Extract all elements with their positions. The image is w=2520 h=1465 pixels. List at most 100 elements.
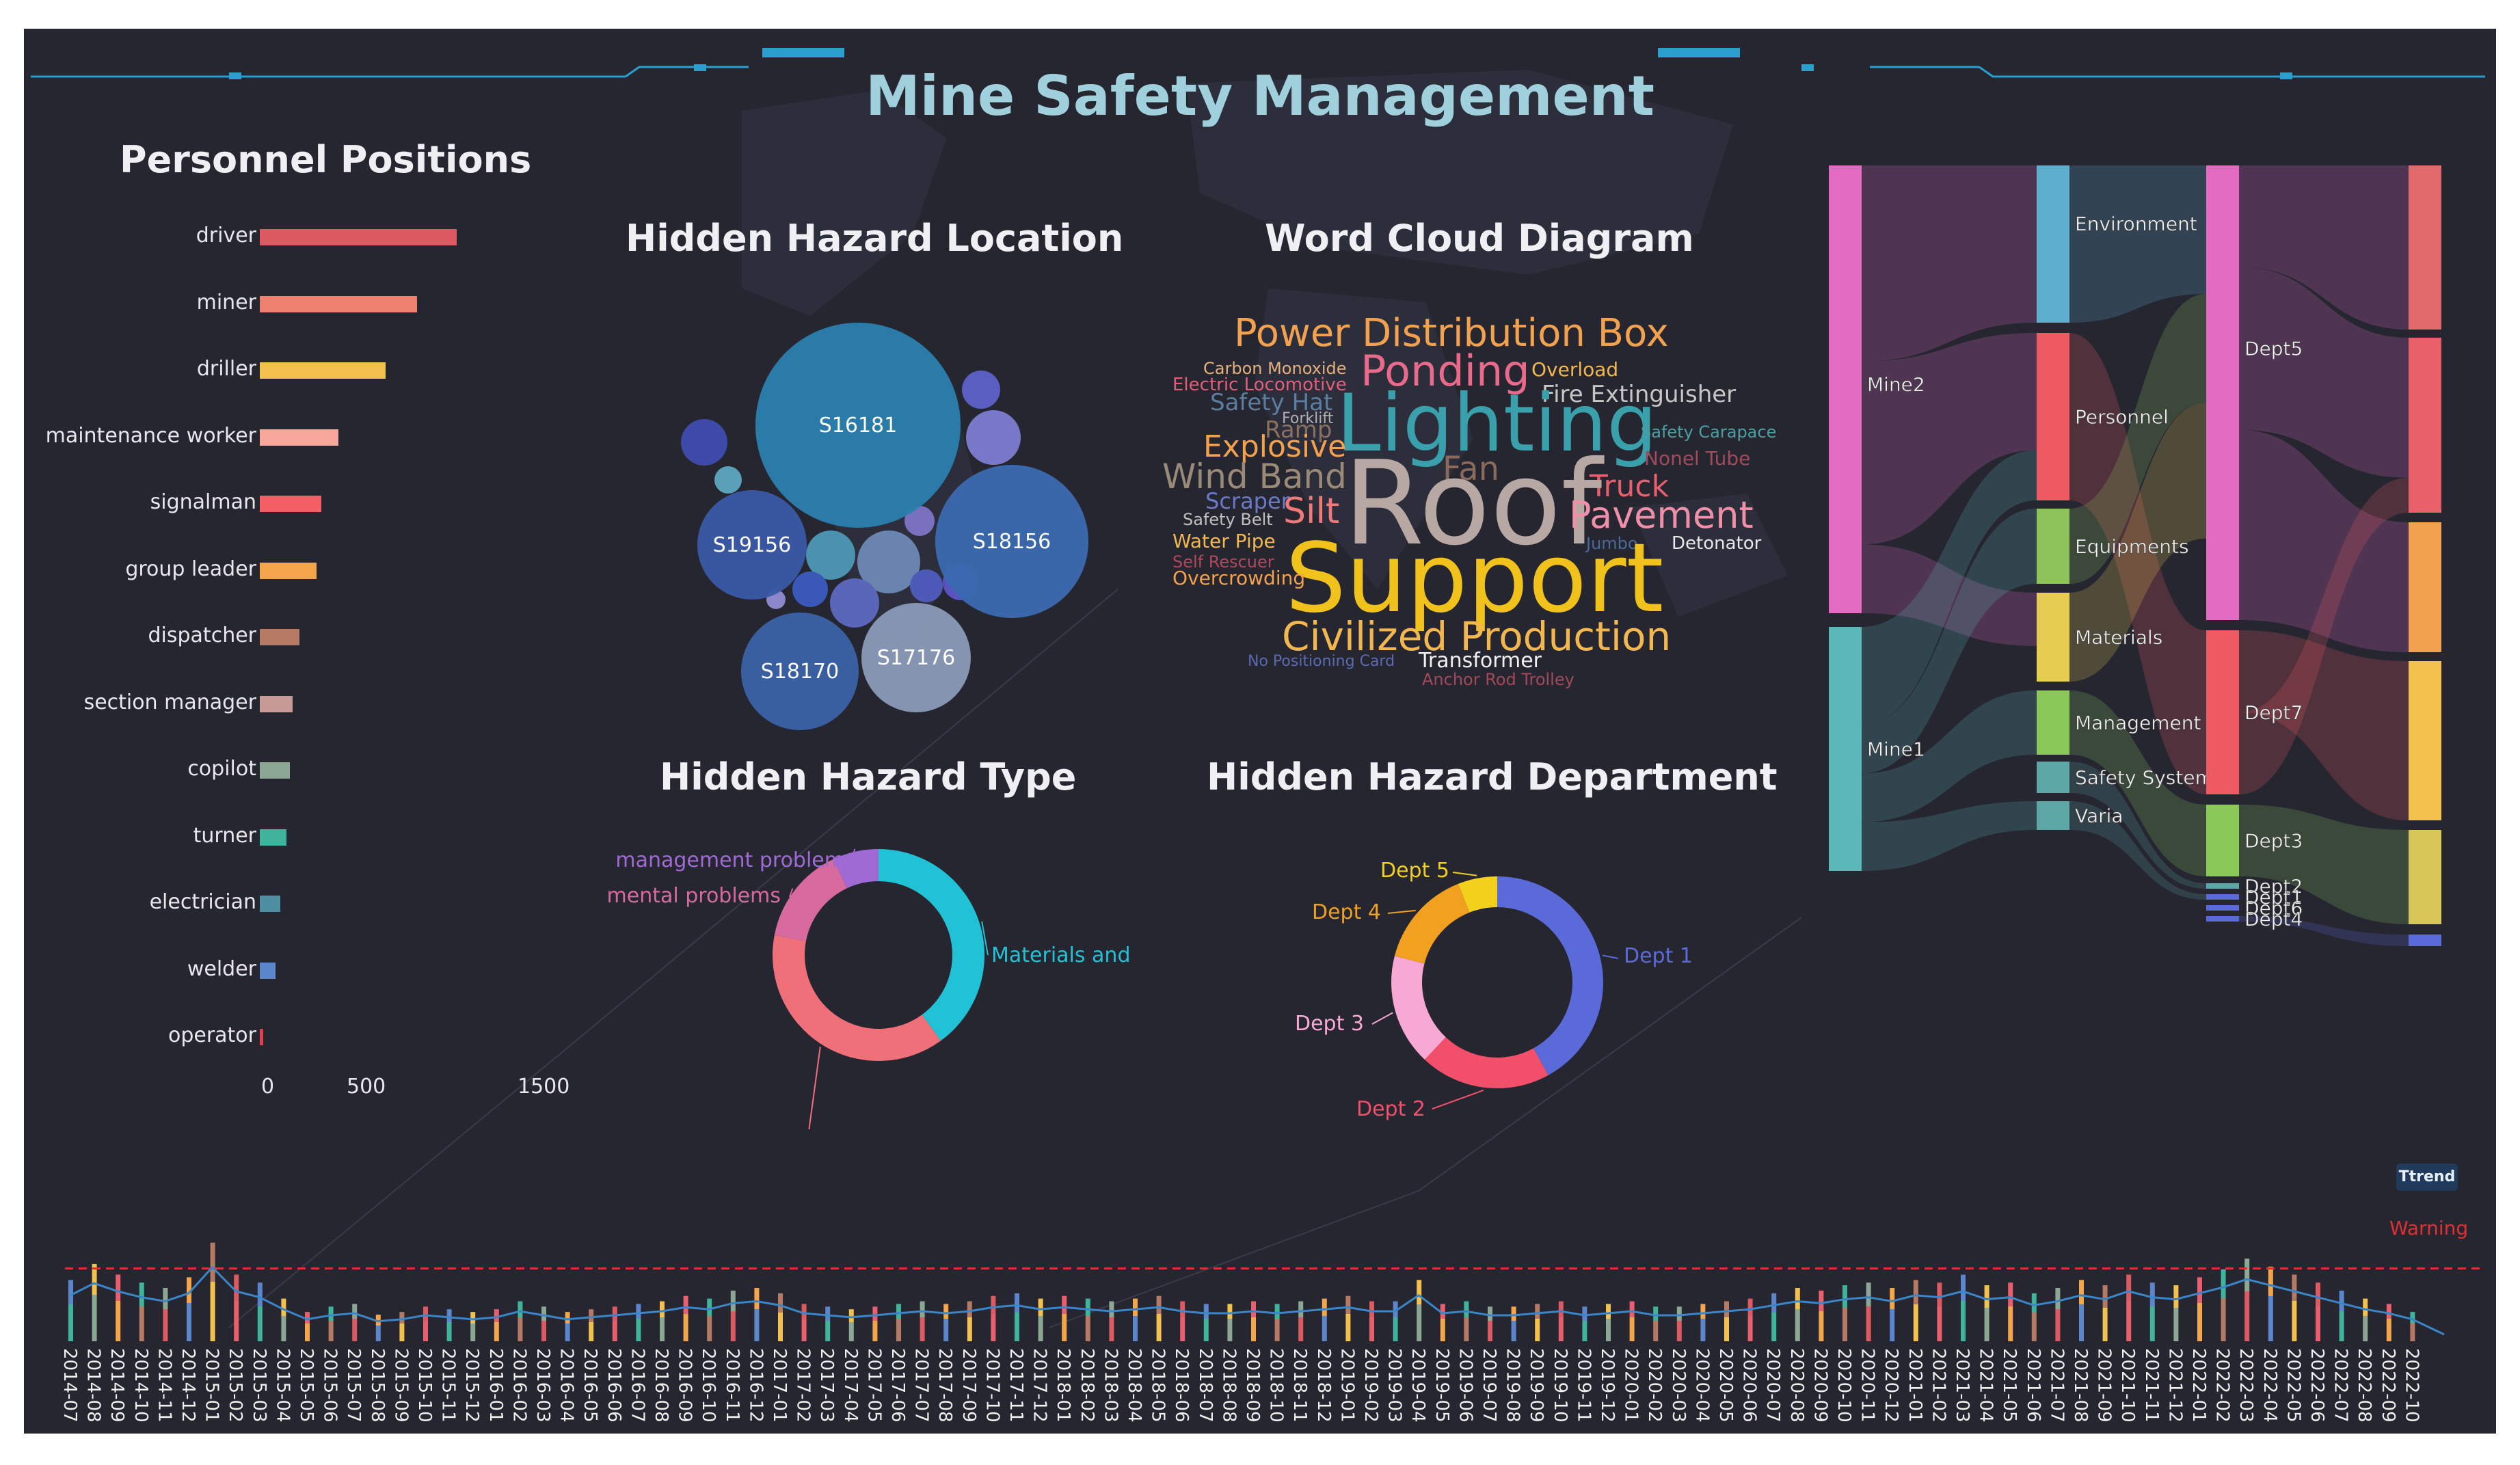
donut-slice[interactable] <box>773 935 941 1061</box>
trend-bar-segment[interactable] <box>754 1309 760 1341</box>
trend-bar[interactable] <box>494 1309 499 1322</box>
sankey-flow[interactable] <box>2239 630 2409 820</box>
trend-bar-segment[interactable] <box>1866 1306 1871 1341</box>
trend-bar[interactable] <box>1747 1298 1753 1316</box>
trend-bar-segment[interactable] <box>967 1317 972 1341</box>
word-cloud-word[interactable]: Safety Hat <box>1210 389 1333 416</box>
trend-bar[interactable] <box>1203 1304 1209 1319</box>
trend-bar-segment[interactable] <box>2173 1308 2179 1341</box>
trend-bar[interactable] <box>1369 1301 1374 1318</box>
sankey-node[interactable] <box>2037 509 2069 584</box>
trend-bar[interactable] <box>1133 1298 1138 1316</box>
trend-bar[interactable] <box>2149 1282 2155 1306</box>
personnel-bar[interactable] <box>260 362 386 379</box>
word-cloud-word[interactable]: Truck <box>1590 469 1670 504</box>
trend-bar[interactable] <box>801 1304 807 1319</box>
word-cloud-word[interactable]: Nonel Tube <box>1644 447 1751 470</box>
trend-bar[interactable] <box>187 1277 191 1303</box>
trend-bar-segment[interactable] <box>872 1321 878 1341</box>
trend-bar-segment[interactable] <box>1700 1319 1706 1341</box>
word-cloud-word[interactable]: Carbon Monoxide <box>1203 359 1347 378</box>
trend-bar[interactable] <box>1156 1295 1162 1314</box>
sankey-node[interactable] <box>2409 830 2441 924</box>
trend-bar[interactable] <box>2008 1282 2013 1306</box>
trend-bar-segment[interactable] <box>1653 1321 1659 1341</box>
bubble-small[interactable] <box>857 530 920 593</box>
trend-bar-segment[interactable] <box>1440 1319 1445 1341</box>
sankey-flow[interactable] <box>2239 805 2409 924</box>
trend-bar[interactable] <box>707 1298 712 1316</box>
trend-bar[interactable] <box>1842 1285 1847 1308</box>
trend-bar[interactable] <box>636 1304 641 1319</box>
sankey-flow[interactable] <box>2239 477 2409 794</box>
trend-bar[interactable] <box>1109 1301 1114 1318</box>
donut-slice[interactable] <box>1497 876 1603 1075</box>
word-cloud-word[interactable]: Scraper <box>1205 488 1290 514</box>
trend-bar[interactable] <box>1393 1301 1398 1318</box>
trend-bar-segment[interactable] <box>375 1326 381 1341</box>
trend-bar-segment[interactable] <box>1345 1314 1351 1341</box>
trend-bar[interactable] <box>872 1306 878 1321</box>
trend-bar[interactable] <box>2410 1312 2415 1323</box>
trend-bar[interactable] <box>730 1290 736 1311</box>
trend-bar[interactable] <box>305 1312 310 1323</box>
trend-bar[interactable] <box>92 1263 97 1295</box>
trend-bar-segment[interactable] <box>2339 1311 2344 1341</box>
sankey-flow[interactable] <box>2069 690 2206 876</box>
trend-bar[interactable] <box>1251 1301 1256 1318</box>
trend-bar[interactable] <box>518 1301 523 1318</box>
trend-bar-segment[interactable] <box>187 1303 191 1341</box>
trend-bar-segment[interactable] <box>2386 1319 2391 1341</box>
trend-bar[interactable] <box>1653 1306 1659 1321</box>
trend-bar[interactable] <box>589 1309 594 1322</box>
trend-bar-segment[interactable] <box>1417 1304 1422 1341</box>
trend-bar[interactable] <box>257 1282 263 1306</box>
trend-bar[interactable] <box>991 1295 996 1314</box>
trend-bar-segment[interactable] <box>991 1314 996 1341</box>
trend-bar[interactable] <box>1180 1301 1185 1318</box>
trend-bar[interactable] <box>1558 1301 1564 1318</box>
trend-bar[interactable] <box>967 1301 972 1318</box>
sankey-flow[interactable] <box>2239 267 2409 478</box>
trend-bar[interactable] <box>1606 1304 1611 1319</box>
word-cloud-word[interactable]: Detonator <box>1672 533 1762 554</box>
personnel-bar[interactable] <box>260 229 457 245</box>
trend-bar[interactable] <box>1582 1306 1587 1321</box>
word-cloud-word[interactable]: Self Rescuer <box>1172 552 1274 572</box>
sankey-flow[interactable] <box>2069 333 2206 794</box>
trend-bar[interactable] <box>848 1309 854 1322</box>
sankey-node[interactable] <box>2409 165 2441 330</box>
personnel-bar[interactable] <box>260 896 280 912</box>
trend-bar[interactable] <box>2221 1269 2226 1298</box>
trend-bar[interactable] <box>281 1298 286 1316</box>
trend-bar[interactable] <box>163 1288 168 1309</box>
trend-bar-segment[interactable] <box>565 1323 570 1341</box>
trend-bar-segment[interactable] <box>1606 1319 1611 1341</box>
trend-bar-segment[interactable] <box>1203 1319 1209 1341</box>
sankey-node[interactable] <box>2206 883 2239 889</box>
trend-bar-segment[interactable] <box>2197 1303 2202 1341</box>
word-cloud-word[interactable]: Silt <box>1283 491 1340 532</box>
bubble[interactable] <box>861 603 971 712</box>
sankey-node[interactable] <box>2409 338 2441 513</box>
sankey-flow[interactable] <box>1862 544 2037 647</box>
sankey-node[interactable] <box>2409 522 2441 652</box>
trend-bar[interactable] <box>1890 1288 1895 1309</box>
personnel-bar[interactable] <box>260 695 293 712</box>
trend-bar[interactable] <box>660 1301 665 1318</box>
trend-toggle-button[interactable]: Ttrend <box>2396 1164 2458 1191</box>
trend-bar-segment[interactable] <box>1038 1316 1043 1341</box>
trend-bar[interactable] <box>2339 1290 2344 1311</box>
trend-bar-segment[interactable] <box>660 1317 665 1341</box>
trend-bar-segment[interactable] <box>1535 1319 1540 1341</box>
trend-bar[interactable] <box>1724 1301 1729 1318</box>
donut-slice[interactable] <box>1424 1037 1549 1088</box>
trend-bar-segment[interactable] <box>1582 1321 1587 1341</box>
trend-bar-segment[interactable] <box>1464 1317 1469 1341</box>
trend-bar-segment[interactable] <box>1724 1317 1729 1341</box>
sankey-flow[interactable] <box>2239 165 2409 330</box>
trend-bar-segment[interactable] <box>1156 1314 1162 1341</box>
trend-bar[interactable] <box>470 1312 476 1323</box>
trend-bar[interactable] <box>2173 1285 2179 1308</box>
trend-bar-segment[interactable] <box>494 1322 499 1341</box>
